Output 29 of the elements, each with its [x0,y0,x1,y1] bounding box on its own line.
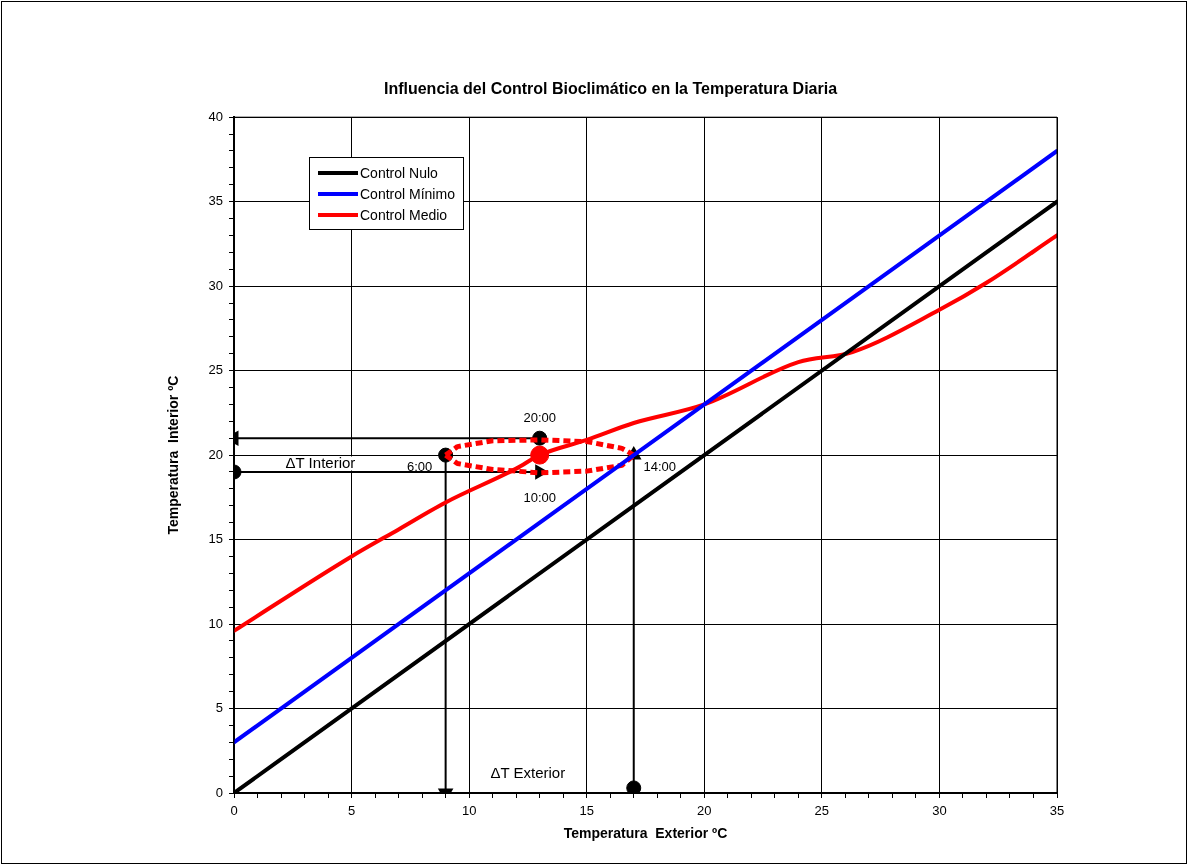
x-tick-label: 20 [697,803,712,819]
annotation: ΔT Exterior [490,764,566,782]
y-tick-label: 0 [215,784,223,800]
x-tick-label: 25 [814,803,830,819]
x-tick-label: 35 [1049,803,1065,819]
legend-label: Control Nulo [360,164,438,181]
y-tick-label: 5 [215,700,223,716]
x-axis-title: Temperatura Exterior ºC [563,825,728,842]
annotation: 10:00 [523,489,556,505]
annotation: 20:00 [523,409,556,425]
legend-label: Control Mínimo [360,185,455,202]
annotation: ΔT Interior [285,453,356,471]
y-axis-title: Temperatura Interior ºC [165,375,182,535]
x-tick-label: 5 [347,803,356,819]
x-tick-label: 15 [579,803,594,819]
x-tick-label: 0 [230,803,238,819]
y-tick-label: 30 [208,277,223,293]
chart-title: Influencia del Control Bioclimático en la Temperatura Diaria [383,80,838,98]
x-tick-label: 30 [932,803,947,819]
y-tick-label: 40 [208,108,223,124]
y-tick-label: 10 [208,615,223,631]
annotation: 6:00 [406,458,433,474]
x-tick-label: 10 [461,803,477,819]
y-tick-label: 20 [208,446,223,462]
legend-label: Control Medio [360,206,448,223]
y-tick-label: 25 [208,362,223,378]
y-tick-label: 15 [208,531,223,547]
y-tick-label: 35 [208,193,223,209]
annotation: 14:00 [643,458,677,474]
